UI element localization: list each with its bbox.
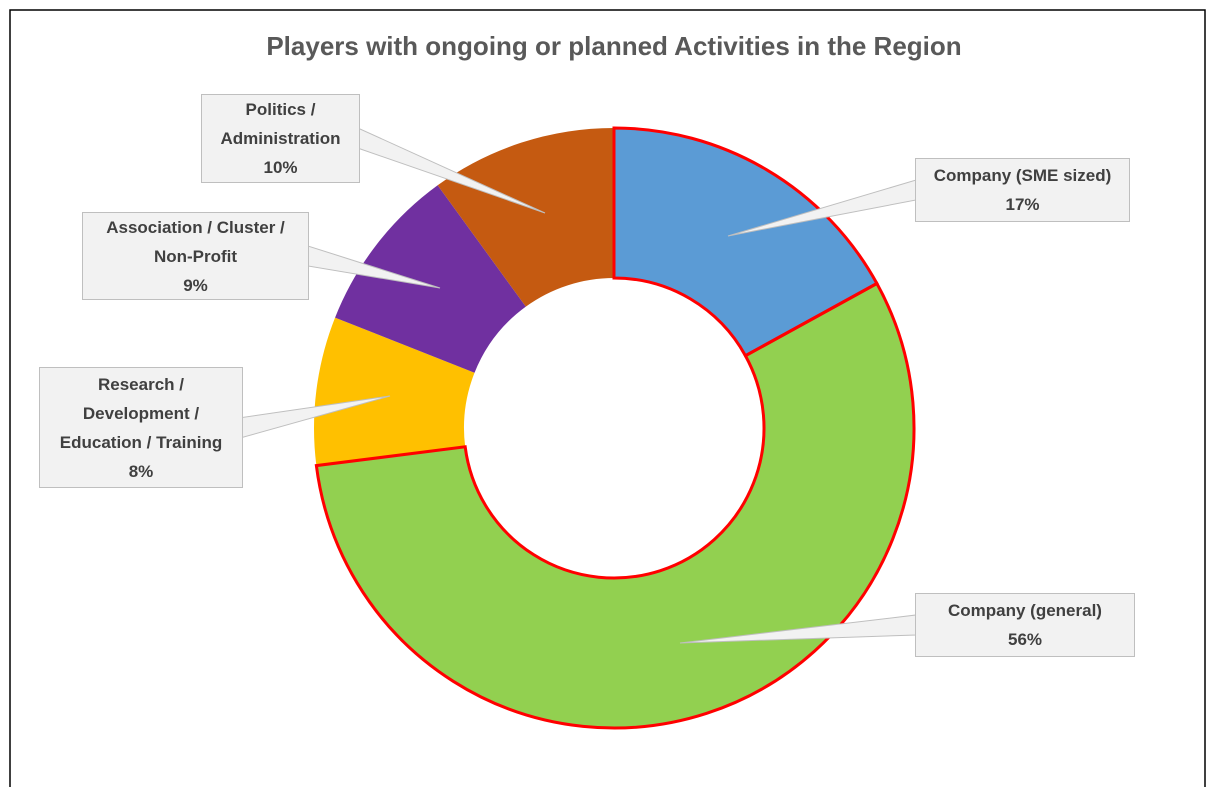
category-label: Company (general) (948, 601, 1102, 620)
slice-outline (314, 281, 916, 730)
category-label: Research / Development / Education / Tra… (59, 374, 223, 452)
donut-slice (313, 317, 475, 466)
data-label: Politics / Administration 10% (201, 94, 360, 183)
category-label: Association / Cluster / Non-Profit (106, 217, 285, 266)
frame (9, 9, 1206, 787)
donut-slice (614, 128, 877, 356)
slice-outline (612, 126, 879, 358)
donut-slice (335, 185, 526, 373)
value-label: 8% (128, 461, 154, 481)
chart-title: Players with ongoing or planned Activiti… (266, 31, 961, 61)
value-label: 17% (1005, 195, 1040, 214)
data-label: Company (SME sized) 17% (915, 158, 1130, 222)
donut-slice (437, 127, 614, 307)
data-label: Association / Cluster / Non-Profit 9% (82, 212, 309, 300)
value-label: 56% (1007, 630, 1043, 649)
data-label: Research / Development / Education / Tra… (39, 367, 243, 488)
category-label: Company (SME sized) (933, 166, 1112, 185)
data-label: Company (general) 56% (915, 593, 1135, 657)
value-label: 9% (183, 275, 208, 295)
donut-slice (316, 283, 915, 728)
value-label: 10% (263, 158, 298, 177)
category-label: Politics / Administration (220, 100, 341, 148)
